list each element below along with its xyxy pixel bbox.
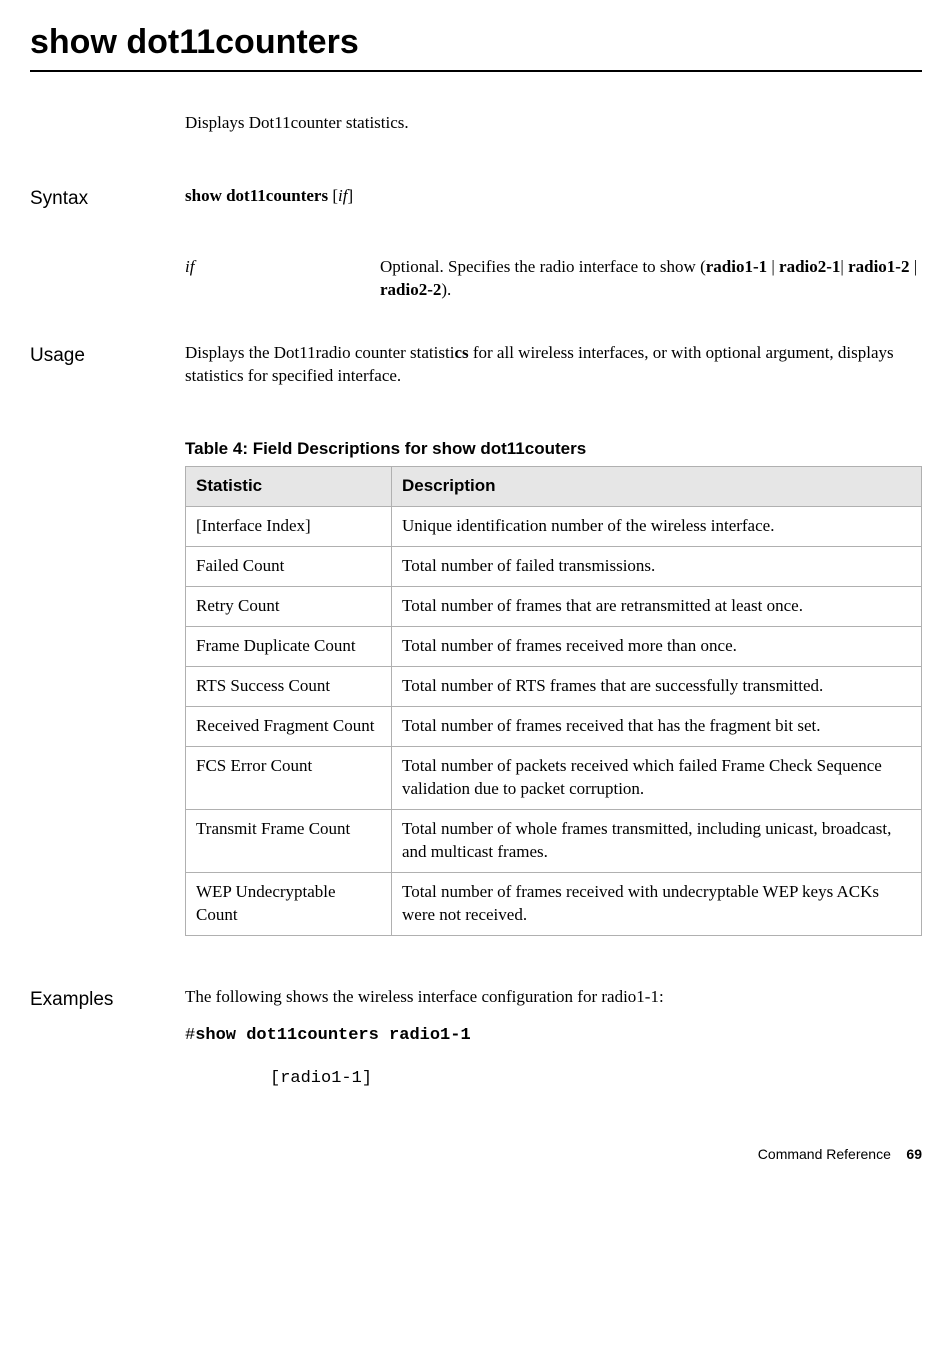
- page-title: show dot11counters: [30, 20, 922, 66]
- table-cell-statistic: Failed Count: [186, 547, 392, 587]
- syntax-command: show dot11counters: [185, 186, 328, 205]
- param-sep2: |: [840, 257, 848, 276]
- page-footer: Command Reference 69: [30, 1145, 922, 1164]
- table-row: Received Fragment CountTotal number of f…: [186, 707, 922, 747]
- syntax-bracket-close: ]: [347, 186, 353, 205]
- param-desc: Optional. Specifies the radio interface …: [380, 256, 922, 302]
- syntax-bracket-open: [: [328, 186, 338, 205]
- usage-bold: cs: [454, 343, 468, 362]
- param-name: if: [185, 256, 380, 302]
- param-row: if Optional. Specifies the radio interfa…: [185, 256, 922, 302]
- examples-section: Examples The following shows the wireles…: [30, 986, 922, 1091]
- table-row: WEP Undecryptable CountTotal number of f…: [186, 872, 922, 935]
- table-header-statistic: Statistic: [186, 467, 392, 507]
- usage-label: Usage: [30, 342, 185, 388]
- table-row: Frame Duplicate CountTotal number of fra…: [186, 627, 922, 667]
- table-header-row: Statistic Description: [186, 467, 922, 507]
- syntax-body: show dot11counters [if] if Optional. Spe…: [185, 185, 922, 302]
- table-cell-statistic: WEP Undecryptable Count: [186, 872, 392, 935]
- table-section: Table 4: Field Descriptions for show dot…: [185, 438, 922, 936]
- table-cell-description: Total number of frames received with und…: [392, 872, 922, 935]
- param-sep3: |: [909, 257, 917, 276]
- param-opt1: radio1-1: [706, 257, 767, 276]
- title-rule: [30, 70, 922, 72]
- usage-section: Usage Displays the Dot11radio counter st…: [30, 342, 922, 388]
- table-cell-description: Total number of frames that are retransm…: [392, 587, 922, 627]
- table-header-description: Description: [392, 467, 922, 507]
- table-row: Failed CountTotal number of failed trans…: [186, 547, 922, 587]
- table-row: FCS Error CountTotal number of packets r…: [186, 747, 922, 810]
- syntax-line: show dot11counters [if]: [185, 185, 922, 208]
- example-prompt: #: [185, 1026, 195, 1045]
- table-row: Transmit Frame CountTotal number of whol…: [186, 809, 922, 872]
- param-desc-prefix: Optional. Specifies the radio interface …: [380, 257, 706, 276]
- footer-page-number: 69: [906, 1146, 922, 1162]
- table-cell-statistic: Frame Duplicate Count: [186, 627, 392, 667]
- param-sep1: |: [767, 257, 779, 276]
- param-desc-suffix: ).: [441, 280, 451, 299]
- syntax-section: Syntax show dot11counters [if] if Option…: [30, 185, 922, 302]
- examples-intro: The following shows the wireless interfa…: [185, 986, 922, 1009]
- example-command-line: #show dot11counters radio1-1: [185, 1025, 922, 1048]
- param-opt4: radio2-2: [380, 280, 441, 299]
- table-row: [Interface Index]Unique identification n…: [186, 507, 922, 547]
- table-cell-statistic: Retry Count: [186, 587, 392, 627]
- table-cell-statistic: Transmit Frame Count: [186, 809, 392, 872]
- table-cell-description: Total number of RTS frames that are succ…: [392, 667, 922, 707]
- table-cell-statistic: RTS Success Count: [186, 667, 392, 707]
- table-cell-description: Unique identification number of the wire…: [392, 507, 922, 547]
- table-cell-description: Total number of whole frames transmitted…: [392, 809, 922, 872]
- table-row: Retry CountTotal number of frames that a…: [186, 587, 922, 627]
- example-command: show dot11counters radio1-1: [195, 1026, 470, 1045]
- usage-body: Displays the Dot11radio counter statisti…: [185, 342, 922, 388]
- table-cell-description: Total number of frames received more tha…: [392, 627, 922, 667]
- param-opt2: radio2-1: [779, 257, 840, 276]
- table-cell-statistic: Received Fragment Count: [186, 707, 392, 747]
- footer-text: Command Reference: [758, 1146, 891, 1162]
- syntax-label: Syntax: [30, 185, 185, 302]
- intro-text: Displays Dot11counter statistics.: [185, 112, 922, 135]
- table-row: RTS Success CountTotal number of RTS fra…: [186, 667, 922, 707]
- param-opt3: radio1-2: [848, 257, 909, 276]
- field-descriptions-table: Statistic Description [Interface Index]U…: [185, 466, 922, 935]
- table-cell-statistic: FCS Error Count: [186, 747, 392, 810]
- usage-prefix: Displays the Dot11radio counter statisti: [185, 343, 454, 362]
- table-cell-description: Total number of packets received which f…: [392, 747, 922, 810]
- examples-label: Examples: [30, 986, 185, 1091]
- table-cell-description: Total number of frames received that has…: [392, 707, 922, 747]
- table-caption: Table 4: Field Descriptions for show dot…: [185, 438, 922, 461]
- table-cell-statistic: [Interface Index]: [186, 507, 392, 547]
- table-cell-description: Total number of failed transmissions.: [392, 547, 922, 587]
- example-output: [radio1-1]: [270, 1068, 922, 1091]
- examples-body: The following shows the wireless interfa…: [185, 986, 922, 1091]
